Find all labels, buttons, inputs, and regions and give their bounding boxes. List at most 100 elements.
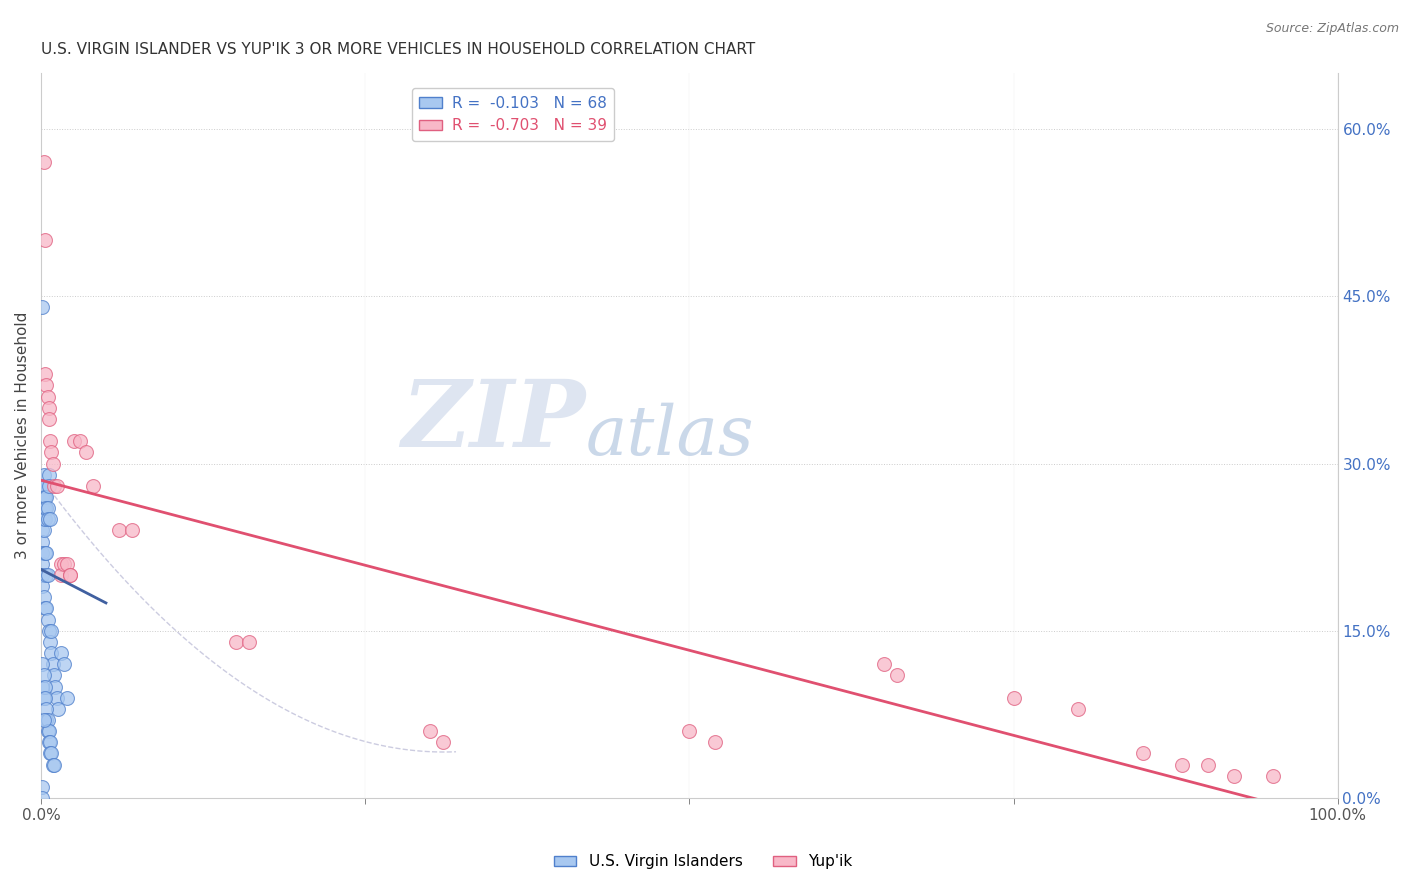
Point bbox=[432, 735, 454, 749]
Text: atlas: atlas bbox=[586, 402, 754, 469]
Point bbox=[37, 390, 59, 404]
Point bbox=[62, 434, 84, 449]
Point bbox=[37, 613, 59, 627]
Legend: U.S. Virgin Islanders, Yup'ik: U.S. Virgin Islanders, Yup'ik bbox=[547, 848, 859, 875]
Point bbox=[1197, 757, 1219, 772]
Point bbox=[32, 512, 55, 526]
Point bbox=[31, 657, 53, 672]
Point bbox=[44, 680, 66, 694]
Point bbox=[35, 713, 58, 727]
Point bbox=[38, 479, 60, 493]
Point bbox=[35, 568, 58, 582]
Point bbox=[34, 234, 56, 248]
Point bbox=[31, 680, 53, 694]
Point bbox=[41, 445, 63, 459]
Point bbox=[38, 735, 60, 749]
Point bbox=[39, 635, 62, 649]
Point bbox=[886, 668, 908, 682]
Point bbox=[59, 568, 82, 582]
Point bbox=[1171, 757, 1194, 772]
Point bbox=[37, 501, 59, 516]
Point bbox=[31, 512, 53, 526]
Point bbox=[1067, 702, 1090, 716]
Point bbox=[34, 501, 56, 516]
Point bbox=[1132, 747, 1154, 761]
Point bbox=[34, 601, 56, 615]
Point bbox=[34, 546, 56, 560]
Point bbox=[34, 512, 56, 526]
Text: Source: ZipAtlas.com: Source: ZipAtlas.com bbox=[1265, 22, 1399, 36]
Point bbox=[108, 524, 131, 538]
Point bbox=[35, 702, 58, 716]
Point bbox=[38, 724, 60, 739]
Point bbox=[41, 646, 63, 660]
Point bbox=[38, 412, 60, 426]
Point bbox=[46, 702, 69, 716]
Point bbox=[873, 657, 896, 672]
Point bbox=[42, 757, 65, 772]
Point bbox=[39, 434, 62, 449]
Point bbox=[42, 657, 65, 672]
Point bbox=[37, 724, 59, 739]
Point bbox=[1261, 769, 1284, 783]
Point bbox=[38, 624, 60, 638]
Point bbox=[49, 646, 72, 660]
Point bbox=[419, 724, 441, 739]
Point bbox=[32, 155, 55, 169]
Point bbox=[34, 680, 56, 694]
Point bbox=[31, 780, 53, 794]
Point bbox=[39, 512, 62, 526]
Point bbox=[32, 524, 55, 538]
Point bbox=[238, 635, 260, 649]
Point bbox=[34, 690, 56, 705]
Point bbox=[35, 490, 58, 504]
Point bbox=[35, 501, 58, 516]
Point bbox=[69, 434, 91, 449]
Point bbox=[31, 546, 53, 560]
Point bbox=[53, 657, 76, 672]
Point bbox=[34, 490, 56, 504]
Point bbox=[31, 501, 53, 516]
Point bbox=[31, 490, 53, 504]
Point bbox=[34, 479, 56, 493]
Point bbox=[42, 457, 65, 471]
Point bbox=[45, 479, 67, 493]
Point bbox=[42, 668, 65, 682]
Point bbox=[678, 724, 700, 739]
Point bbox=[121, 524, 143, 538]
Point bbox=[32, 501, 55, 516]
Point bbox=[32, 713, 55, 727]
Point bbox=[31, 524, 53, 538]
Point bbox=[704, 735, 727, 749]
Point bbox=[41, 624, 63, 638]
Point bbox=[56, 690, 79, 705]
Point bbox=[32, 690, 55, 705]
Point bbox=[38, 401, 60, 415]
Point bbox=[82, 479, 104, 493]
Point bbox=[53, 557, 76, 571]
Point bbox=[56, 557, 79, 571]
Point bbox=[41, 747, 63, 761]
Point bbox=[32, 591, 55, 605]
Point bbox=[31, 791, 53, 805]
Point bbox=[37, 713, 59, 727]
Legend: R =  -0.103   N = 68, R =  -0.703   N = 39: R = -0.103 N = 68, R = -0.703 N = 39 bbox=[412, 88, 614, 141]
Point bbox=[59, 568, 82, 582]
Point bbox=[32, 467, 55, 482]
Point bbox=[39, 747, 62, 761]
Point bbox=[38, 467, 60, 482]
Point bbox=[1223, 769, 1246, 783]
Point bbox=[31, 301, 53, 315]
Point bbox=[31, 568, 53, 582]
Point bbox=[31, 579, 53, 593]
Text: ZIP: ZIP bbox=[401, 376, 586, 467]
Text: U.S. VIRGIN ISLANDER VS YUP'IK 3 OR MORE VEHICLES IN HOUSEHOLD CORRELATION CHART: U.S. VIRGIN ISLANDER VS YUP'IK 3 OR MORE… bbox=[41, 42, 755, 57]
Point bbox=[31, 557, 53, 571]
Point bbox=[76, 445, 98, 459]
Point bbox=[35, 378, 58, 392]
Point bbox=[31, 479, 53, 493]
Y-axis label: 3 or more Vehicles in Household: 3 or more Vehicles in Household bbox=[15, 312, 30, 559]
Point bbox=[225, 635, 247, 649]
Point bbox=[49, 568, 72, 582]
Point bbox=[35, 601, 58, 615]
